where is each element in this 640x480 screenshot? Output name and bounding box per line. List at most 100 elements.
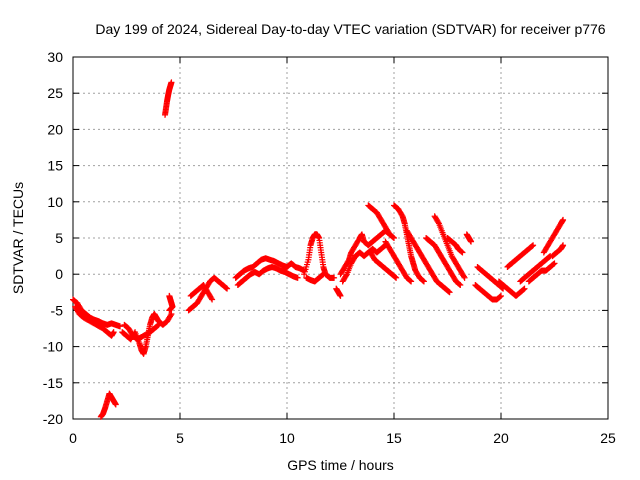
x-tick-label: 25 — [600, 430, 616, 446]
series-arc-18.2 — [444, 235, 466, 256]
data-point — [110, 329, 117, 336]
data-point — [320, 271, 327, 278]
series-arc-18-19 — [463, 231, 475, 245]
data-point — [521, 285, 528, 292]
series-arc-22-23 — [540, 216, 567, 256]
data-point — [208, 295, 215, 302]
data-point — [457, 282, 464, 289]
data-point — [155, 321, 162, 328]
y-tick-label: -20 — [43, 411, 63, 427]
data-point — [393, 274, 400, 281]
data-point — [546, 253, 553, 260]
series-arc-14 — [367, 249, 400, 281]
series-arc-14.5-15.5 — [382, 238, 415, 285]
y-tick-label: -5 — [51, 302, 64, 318]
data-point — [390, 234, 397, 241]
series-arc-19-20-b — [474, 263, 507, 292]
data-point — [154, 322, 161, 329]
data-point — [456, 281, 463, 288]
series-arc-12.5-15 — [337, 227, 397, 278]
data-point — [458, 248, 465, 255]
data-point — [331, 274, 338, 281]
y-tick-label: 10 — [47, 194, 63, 210]
data-point — [435, 219, 442, 226]
series-arc-10.8-12 — [301, 231, 338, 281]
series-arc-7.5-10 — [232, 255, 308, 281]
y-tick-label: 20 — [47, 121, 63, 137]
y-tick-label: 15 — [47, 158, 63, 174]
data-point — [498, 292, 504, 299]
data-point — [445, 288, 452, 295]
data-point — [168, 311, 175, 318]
data-point — [337, 292, 344, 299]
axis-ticks — [72, 56, 609, 420]
y-tick-label: -10 — [43, 339, 63, 355]
series-arc-17-18 — [431, 213, 468, 281]
x-axis-label: GPS time / hours — [287, 457, 394, 473]
y-tick-label: 30 — [47, 49, 63, 65]
series-arc-5.5-7-b — [187, 282, 216, 303]
series-arc-7.5-10-b — [234, 263, 301, 289]
data-point — [529, 242, 536, 249]
data-point — [386, 230, 393, 237]
series-arc-early-a — [70, 296, 124, 330]
data-point — [520, 286, 527, 293]
series-arc-22.5-23 — [549, 242, 567, 260]
x-tick-labels: 0 5 10 15 20 25 — [69, 430, 616, 446]
data-point — [420, 278, 427, 285]
x-tick-label: 15 — [386, 430, 402, 446]
data-point — [560, 242, 567, 249]
series-arc-10.8-12-b — [303, 271, 327, 285]
data-point — [224, 285, 231, 292]
series-arc-20.5-22 — [504, 242, 537, 270]
y-tick-label: 0 — [55, 266, 63, 282]
y-tick-label: -15 — [43, 375, 63, 391]
data-point — [461, 274, 468, 281]
data-point — [408, 278, 415, 285]
series-arc-2-4-b — [121, 321, 162, 343]
data-point — [112, 401, 119, 408]
y-axis-label: SDTVAR / TECUs — [10, 182, 26, 294]
data-point — [386, 231, 393, 238]
series-arc-early-b — [72, 303, 117, 339]
data-point — [391, 235, 397, 241]
x-tick-label: 10 — [279, 430, 295, 446]
y-tick-label: 25 — [47, 85, 63, 101]
series-arc-16-18 — [403, 227, 453, 296]
data-points — [70, 79, 567, 420]
data-point — [167, 312, 174, 319]
data-point — [223, 285, 230, 292]
data-point — [560, 216, 567, 223]
x-tick-label: 0 — [69, 430, 77, 446]
data-point — [392, 274, 399, 281]
series-arc-12.3 — [333, 285, 344, 299]
series-arc-4.5 — [166, 292, 176, 314]
data-point — [407, 277, 414, 284]
x-tick-label: 20 — [493, 430, 509, 446]
data-point — [319, 271, 326, 278]
data-point — [166, 307, 173, 314]
data-point — [117, 323, 124, 330]
series-arc-15-16 — [391, 202, 427, 285]
data-point — [459, 249, 466, 256]
data-point — [294, 274, 301, 281]
series-arc-high — [162, 79, 175, 118]
data-point — [530, 242, 537, 249]
data-point — [468, 238, 475, 245]
grid-lines — [73, 57, 608, 419]
series-arc-16.5-18 — [423, 235, 464, 289]
series-arc-19-20 — [472, 282, 504, 303]
data-point — [343, 272, 350, 279]
series-arc-low — [97, 390, 119, 420]
series-arc-21-22.5 — [525, 260, 558, 285]
series-arc-13.8-14.5 — [365, 202, 393, 238]
x-tick-label: 5 — [176, 430, 184, 446]
data-point — [446, 289, 453, 296]
y-tick-labels: -20 -15 -10 -5 0 5 10 15 20 25 30 — [43, 49, 63, 427]
chart-title: Day 199 of 2024, Sidereal Day-to-day VTE… — [95, 21, 605, 37]
data-point — [420, 277, 427, 284]
data-point — [209, 296, 216, 303]
data-point — [460, 273, 467, 280]
y-tick-label: 5 — [55, 230, 63, 246]
